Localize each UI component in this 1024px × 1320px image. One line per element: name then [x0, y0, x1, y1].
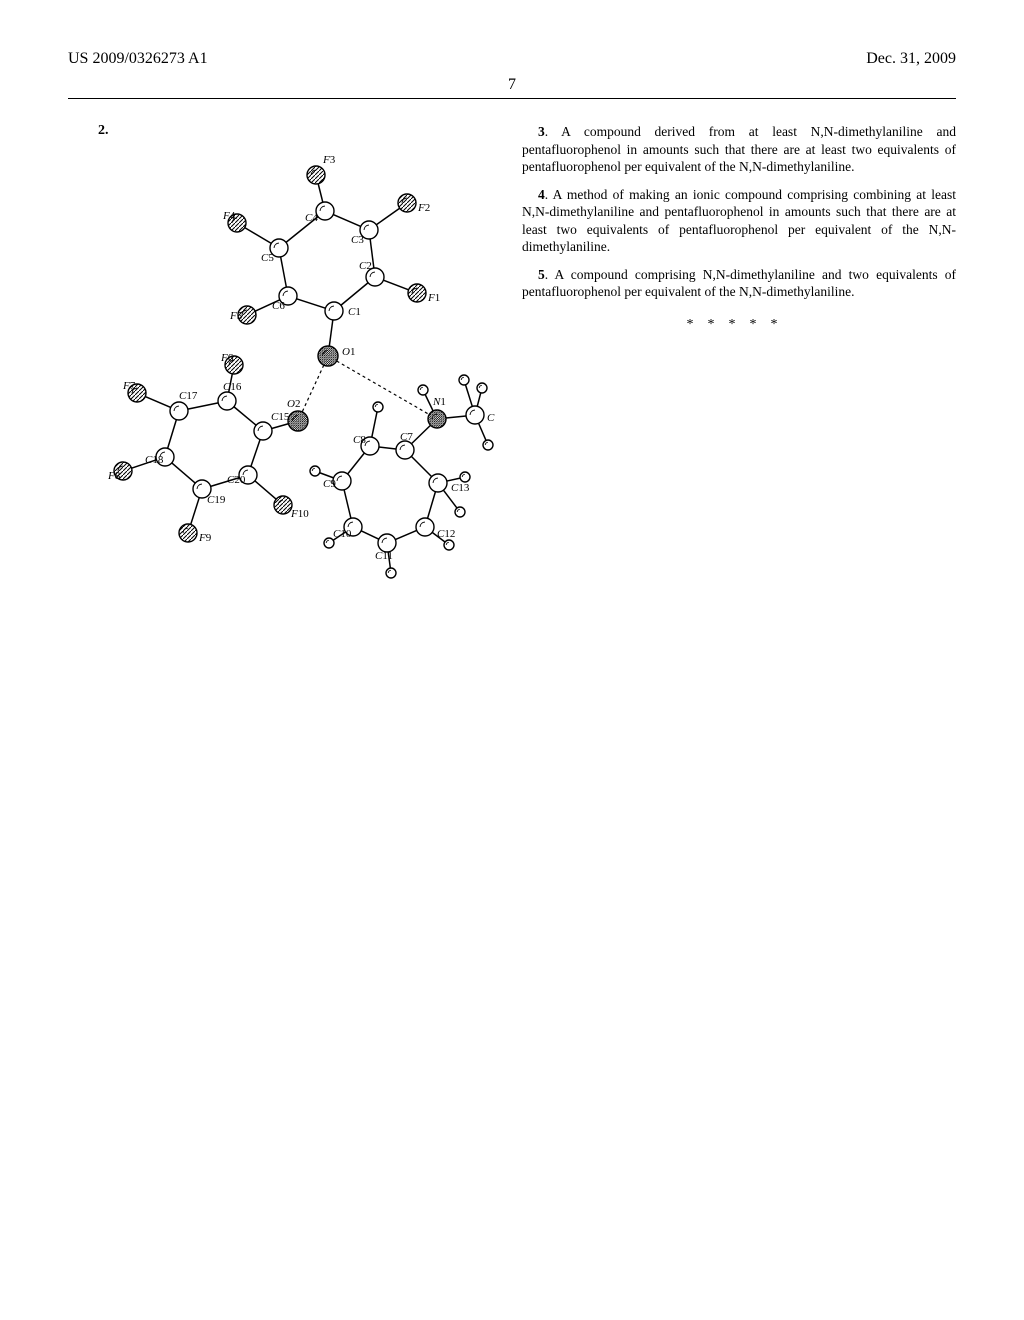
molecule-diagram: F3 C4 F2 C3 F4 C5 C2 F1 C6 F5 C1 O1 F6 F7 C17 C16 C15O2 C…	[75, 143, 495, 613]
svg-text:C5: C5	[261, 252, 274, 264]
svg-text:C18: C18	[145, 454, 164, 466]
svg-text:C14: C14	[487, 412, 495, 424]
svg-text:F3: F3	[322, 154, 336, 166]
svg-text:F5: F5	[229, 310, 243, 322]
svg-text:F9: F9	[198, 532, 212, 544]
svg-text:F7: F7	[122, 380, 136, 392]
svg-text:C16: C16	[223, 381, 242, 393]
svg-text:C19: C19	[207, 494, 226, 506]
svg-text:C3: C3	[351, 234, 364, 246]
svg-text:C4: C4	[305, 212, 318, 224]
svg-text:F8: F8	[107, 470, 121, 482]
figure-number: 2.	[98, 123, 502, 139]
publication-number: US 2009/0326273 A1	[68, 50, 208, 68]
svg-text:O1: O1	[342, 346, 355, 358]
publication-date: Dec. 31, 2009	[866, 50, 956, 68]
svg-text:F4: F4	[222, 210, 236, 222]
left-column: 2. F3 C4 F2 C3 F4 C5 C2 F1 C6 F5 C1 O1 F6 F7 C17 C16 C15…	[68, 123, 502, 613]
svg-text:O2: O2	[287, 398, 300, 410]
right-column: 3. A compound derived from at least N,N-…	[522, 123, 956, 613]
header-rule	[68, 98, 956, 99]
svg-text:F10: F10	[290, 508, 309, 520]
svg-text:C1: C1	[348, 306, 361, 318]
svg-text:F6: F6	[220, 352, 234, 364]
claim-text: . A compound derived from at least N,N-d…	[522, 124, 956, 174]
svg-text:C10: C10	[333, 528, 352, 540]
claim-3: 3. A compound derived from at least N,N-…	[522, 123, 956, 176]
svg-text:C13: C13	[451, 482, 470, 494]
svg-text:C6: C6	[272, 300, 285, 312]
svg-text:N1: N1	[432, 396, 446, 408]
svg-text:F2: F2	[417, 202, 430, 214]
svg-text:C20: C20	[227, 474, 246, 486]
claim-text: . A compound comprising N,N-dimethylanil…	[522, 267, 956, 300]
svg-text:F1: F1	[427, 292, 440, 304]
claim-number: 3	[538, 124, 545, 139]
svg-text:C8: C8	[353, 434, 366, 446]
end-marks: *****	[522, 317, 956, 333]
svg-text:C7: C7	[400, 431, 413, 443]
claim-text: . A method of making an ionic compound c…	[522, 187, 956, 255]
claim-number: 5	[538, 267, 545, 282]
svg-text:C9: C9	[323, 478, 336, 490]
claim-5: 5. A compound comprising N,N-dimethylani…	[522, 266, 956, 301]
svg-text:C2: C2	[359, 260, 372, 272]
svg-text:C17: C17	[179, 390, 198, 402]
svg-text:C11: C11	[375, 550, 393, 562]
svg-text:C12: C12	[437, 528, 455, 540]
svg-text:C15: C15	[271, 411, 290, 423]
claim-number: 4	[538, 187, 545, 202]
page-number: 7	[68, 76, 956, 94]
page-header: US 2009/0326273 A1 Dec. 31, 2009	[68, 50, 956, 68]
claim-4: 4. A method of making an ionic compound …	[522, 186, 956, 256]
